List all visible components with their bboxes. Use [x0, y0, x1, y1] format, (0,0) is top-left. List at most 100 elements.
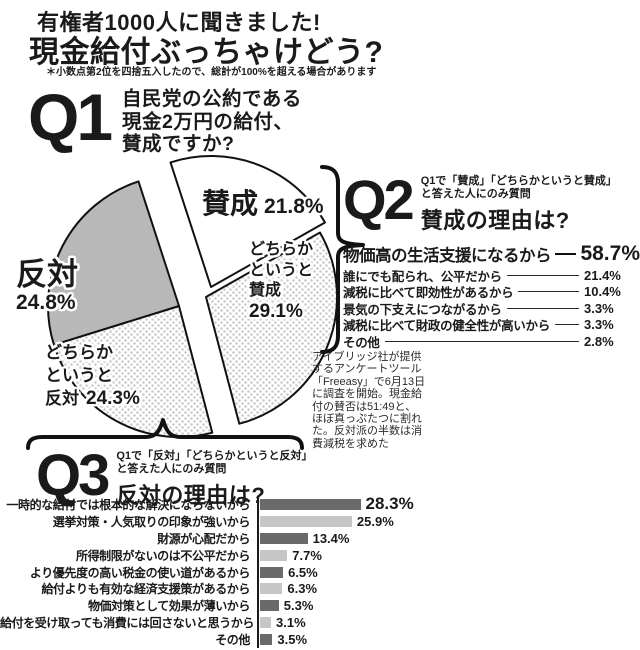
q3-question: 反対の理由は?: [116, 483, 266, 508]
bar-value: 6.3%: [287, 581, 318, 597]
q2-reason-row: 誰にでも配られ、公平だから 21.4%: [343, 267, 640, 284]
q2-reason-value: 21.4%: [584, 267, 621, 283]
pie-label-line: どちらか: [249, 241, 314, 258]
pie-label-line: 賛成: [249, 282, 282, 299]
pie-label-oppose-pct: 24.8%: [16, 291, 76, 314]
q2-reason-value: 58.7%: [580, 241, 640, 265]
q1-pie-chart: [26, 155, 365, 450]
q2-reason-value: 10.4%: [584, 284, 621, 300]
leader-line: [518, 291, 579, 293]
q2-reason-list: 物価高の生活支援になるから 58.7% 誰にでも配られ、公平だから 21.4% …: [343, 240, 640, 350]
pie-label-somewhat-agree-pct: 29.1%: [249, 300, 303, 322]
leader-line: [555, 252, 577, 255]
bar: [260, 583, 283, 595]
q3-header: Q3 Q1で「反対」「どちらかというと反対」 と答えた人にのみ質問 反対の理由は…: [36, 447, 313, 510]
q2-question: 賛成の理由は?: [420, 208, 570, 233]
bar-value: 5.3%: [283, 598, 314, 614]
bar-row: 給付を受け取っても消費には回さないと思うから 3.1%: [0, 614, 640, 631]
pie-label-oppose: 反対 24.8%: [16, 258, 78, 314]
bar-value: 3.1%: [276, 615, 306, 631]
q2-reason-row: 景気の下支えにつながるから 3.3%: [343, 300, 640, 317]
bar: [260, 498, 361, 510]
q2-reason-label: 減税に比べて即効性があるから: [343, 286, 514, 301]
bar: [260, 634, 273, 646]
brace-right-icon: [320, 165, 365, 354]
pie-label-line: というと: [45, 366, 113, 385]
q2-reason-label: 誰にでも配られ、公平だから: [343, 269, 502, 284]
rounding-footnote: ＊小数点第2位を四捨五入したので、総計が100%を超える場合があります: [46, 67, 377, 78]
q1-question-line: 自民党の公約である: [122, 88, 302, 110]
q2-reason-label: 景気の下支えにつながるから: [343, 302, 502, 317]
pie-label-somewhat-oppose-pct: 24.3%: [86, 388, 140, 409]
pie-label-agree: 賛成 21.8%: [202, 182, 324, 222]
pie-label-somewhat-oppose: どちらか というと 反対 24.3%: [45, 341, 140, 410]
bar-value: 28.3%: [365, 494, 414, 514]
bar-label: 財源が心配だから: [157, 531, 250, 546]
q2-condition-line2: と答えた人にのみ質問: [420, 188, 531, 200]
bar: [260, 549, 288, 561]
q2-header: Q2 Q1で「賛成」「どちらかというと賛成」 と答えた人にのみ質問 賛成の理由は…: [343, 172, 640, 235]
bar: [260, 532, 308, 544]
pie-label-line: というと: [249, 261, 314, 279]
q2-reason-label: その他: [343, 335, 380, 350]
q1-question-line: 賛成ですか?: [122, 133, 235, 155]
bar: [260, 617, 271, 629]
bar: [260, 566, 284, 578]
pie-slice-somewhat-agree: [205, 231, 338, 425]
bar: [260, 515, 352, 527]
q2-section: Q2 Q1で「賛成」「どちらかというと賛成」 と答えた人にのみ質問 賛成の理由は…: [343, 172, 640, 350]
bar-row: 選挙対策・人気取りの印象が強いから 25.9%: [0, 513, 640, 530]
q3-condition-line2: と答えた人にのみ質問: [116, 463, 227, 475]
q1-header: Q1 自民党の公約である 現金2万円の給付、 賛成ですか?: [28, 84, 302, 156]
bar-label: 物価対策として効果が薄いから: [87, 599, 250, 614]
bar-row: 所得制限がないのは不公平だから 7.7%: [0, 547, 640, 564]
bar-label: 給付を受け取っても消費には回さないと思うから: [0, 616, 255, 631]
pie-slice-agree: [169, 155, 326, 288]
pie-slice-oppose: [47, 180, 180, 346]
leader-line: [506, 307, 579, 309]
bar-row: 給付よりも有効な経済支援策があるから 6.3%: [0, 580, 640, 597]
bar-row: より優先度の高い税金の使い道があるから 6.5%: [0, 564, 640, 581]
pie-label-agree-pct: 21.8%: [264, 195, 324, 218]
bar-value: 3.5%: [277, 632, 308, 648]
leader-line: [554, 324, 579, 326]
pie-label-agree-name: 賛成: [202, 188, 259, 219]
q1-badge: Q1: [28, 80, 113, 154]
brace-bottom-icon: [26, 418, 304, 450]
bar-value: 7.7%: [292, 547, 322, 563]
q2-reason-row: 減税に比べて財政の健全性が高いから 3.3%: [343, 317, 640, 334]
bar-value: 25.9%: [356, 513, 394, 529]
q1-question: 自民党の公約である 現金2万円の給付、 賛成ですか?: [122, 88, 302, 156]
bar-label: より優先度の高い税金の使い道があるから: [29, 565, 251, 580]
q2-reason-value: 3.3%: [584, 300, 614, 316]
q2-reason-label: 物価高の生活支援になるから: [343, 246, 552, 265]
q1-question-line: 現金2万円の給付、: [122, 110, 294, 133]
q2-reason-value: 3.3%: [584, 317, 614, 333]
q2-badge: Q2: [343, 168, 415, 231]
bar-row: 財源が心配だから 13.4%: [0, 530, 640, 547]
pie-label-oppose-name: 反対: [16, 257, 78, 292]
bar-value: 6.5%: [288, 564, 318, 580]
bar-label: 選挙対策・人気取りの印象が強いから: [52, 514, 251, 529]
leader-line: [506, 274, 579, 276]
q2-reason-row: その他 2.8%: [343, 333, 640, 350]
bar-row: 物価対策として効果が薄いから 5.3%: [0, 597, 640, 614]
bar-row: その他 3.5%: [0, 631, 640, 648]
q2-reason-value: 2.8%: [584, 333, 614, 349]
bar-label: 給付よりも有効な経済支援策があるから: [41, 582, 250, 597]
bar-label: 所得制限がないのは不公平だから: [75, 548, 250, 563]
q2-condition-line1: Q1で「賛成」「どちらかというと賛成」: [420, 175, 617, 187]
pie-label-somewhat-agree: どちらか というと 賛成 29.1%: [249, 240, 313, 322]
q2-reason-row: 物価高の生活支援になるから 58.7%: [343, 240, 640, 267]
bar-label: 一時的な給付では根本的な解決にならないから: [6, 497, 250, 512]
pie-label-line: どちらか: [45, 343, 113, 362]
q3-badge: Q3: [36, 443, 110, 508]
q3-axis-line: [257, 496, 259, 648]
q3-condition-line1: Q1で「反対」「どちらかというと反対」: [116, 450, 313, 462]
bar-row: 一時的な給付では根本的な解決にならないから 28.3%: [0, 494, 640, 514]
leader-line: [384, 340, 579, 342]
bar-value: 13.4%: [312, 530, 350, 546]
q2-reason-label: 減税に比べて財政の健全性が高いから: [343, 319, 550, 334]
pie-label-line: 反対: [45, 389, 79, 408]
